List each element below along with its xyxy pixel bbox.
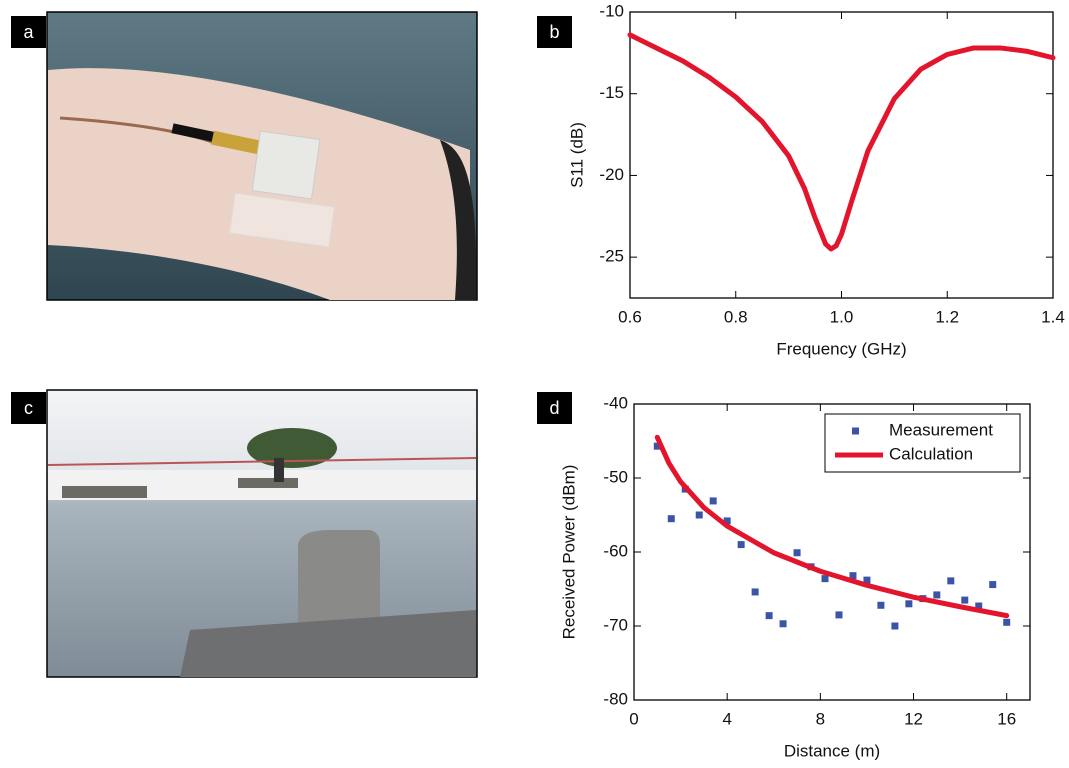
y-tick-label: -40 — [603, 393, 628, 412]
panel-badge — [537, 16, 572, 48]
y-axis-title: Received Power (dBm) — [559, 465, 578, 640]
scatter-point — [765, 612, 773, 620]
panel-label: a — [23, 22, 34, 42]
panel-badge — [11, 392, 46, 424]
x-axis-title: Frequency (GHz) — [776, 339, 906, 358]
x-tick-label: 1.0 — [830, 307, 854, 326]
photo-a — [46, 11, 478, 301]
scatter-point — [933, 591, 941, 599]
x-tick-label: 1.2 — [935, 307, 959, 326]
y-tick-label: -25 — [599, 247, 624, 266]
series-line — [654, 434, 1010, 619]
scatter-point — [779, 620, 787, 628]
legend-label: Calculation — [889, 444, 973, 463]
x-tick-label: 0.6 — [618, 307, 642, 326]
y-tick-label: -60 — [603, 541, 628, 560]
scatter-point — [793, 549, 801, 557]
x-tick-label: 0 — [629, 709, 638, 728]
y-axis-title: S11 (dB) — [567, 122, 586, 188]
scatter-point — [905, 600, 913, 608]
y-tick-label: -80 — [603, 689, 628, 708]
panel-label: c — [24, 398, 33, 418]
scatter-point — [737, 541, 745, 549]
scatter-point — [961, 596, 969, 604]
scatter-point — [709, 497, 717, 505]
scatter-point — [667, 515, 675, 523]
panel-label: b — [549, 22, 559, 42]
x-tick-label: 8 — [816, 709, 825, 728]
scatter-point — [975, 602, 983, 610]
scatter-point — [723, 517, 731, 525]
x-tick-label: 12 — [904, 709, 923, 728]
panel-badge — [537, 392, 572, 424]
panel-label: d — [549, 398, 559, 418]
legend-label: Measurement — [889, 420, 993, 439]
scatter-point — [849, 572, 857, 580]
scatter-point — [653, 442, 661, 450]
x-axis-title: Distance (m) — [784, 741, 880, 760]
plot-frame — [629, 11, 1054, 299]
x-tick-label: 0.8 — [724, 307, 748, 326]
scatter-point — [947, 577, 955, 585]
y-tick-label: -15 — [599, 83, 624, 102]
scatter-point — [695, 511, 703, 519]
scatter-point — [877, 601, 885, 609]
y-tick-label: -20 — [599, 165, 624, 184]
scatter-point — [863, 576, 871, 584]
x-tick-label: 1.4 — [1041, 307, 1065, 326]
legend-swatch — [852, 427, 859, 435]
x-tick-label: 4 — [722, 709, 731, 728]
scatter-point — [1003, 618, 1011, 626]
series-line — [627, 32, 1056, 252]
scatter-point — [835, 611, 843, 619]
panel-badge — [11, 16, 46, 48]
photo-c — [46, 389, 478, 678]
x-tick-label: 16 — [997, 709, 1016, 728]
y-tick-label: -10 — [599, 1, 624, 20]
scatter-point — [821, 575, 829, 583]
scatter-point — [891, 622, 899, 630]
scatter-point — [989, 581, 997, 589]
y-tick-label: -70 — [603, 615, 628, 634]
scatter-point — [751, 588, 759, 596]
y-tick-label: -50 — [603, 467, 628, 486]
legend-box — [824, 413, 1021, 473]
